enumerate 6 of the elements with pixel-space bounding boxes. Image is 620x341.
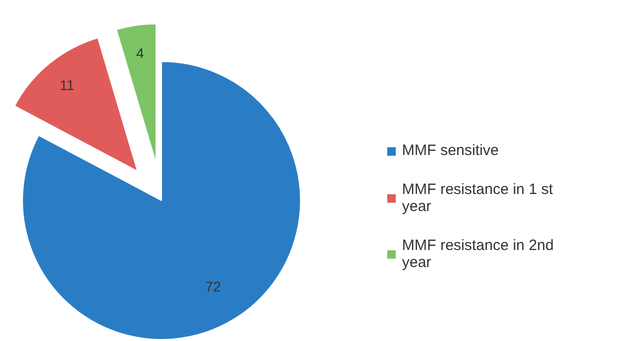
- data-label: 4: [136, 44, 144, 61]
- data-label: 11: [60, 77, 74, 94]
- data-label: 72: [205, 278, 222, 294]
- legend-label: MMF resistance in 2nd year: [402, 237, 554, 271]
- legend-label: MMF sensitive: [402, 142, 499, 159]
- legend-label: MMF resistance in 1 st year: [402, 181, 553, 215]
